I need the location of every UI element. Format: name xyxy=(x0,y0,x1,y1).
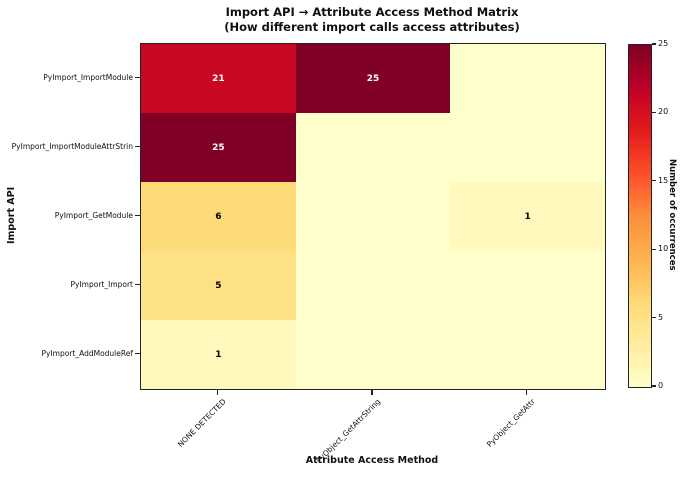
y-tick-label: PyImport_Import xyxy=(70,279,134,289)
colorbar-tick-label: 5 xyxy=(658,312,664,322)
cell-value: 25 xyxy=(212,142,225,153)
cell-value: 1 xyxy=(524,211,531,222)
x-tick-label: PyObject_GetAttr xyxy=(485,397,538,449)
chart-subtitle: (How different import calls access attri… xyxy=(224,19,520,34)
colorbar-tick-mark xyxy=(651,385,656,387)
heatmap-cell xyxy=(450,113,605,182)
colorbar-title: Number of occurrences xyxy=(667,159,677,271)
chart-title-block: Import API → Attribute Access Method Mat… xyxy=(115,5,629,35)
x-tick-label: NONE DETECTED xyxy=(175,397,228,449)
colorbar-tick-label: 15 xyxy=(658,175,669,185)
cell-value: 6 xyxy=(215,211,222,222)
x-tick-mark xyxy=(216,389,218,395)
heatmap-cell: 25 xyxy=(141,113,296,182)
y-tick-mark xyxy=(135,145,140,148)
heatmap-cell: 25 xyxy=(295,44,451,113)
heatmap-cell xyxy=(450,44,605,113)
heatmap-cell xyxy=(295,320,451,389)
colorbar-tick-label: 20 xyxy=(658,107,669,117)
heatmap-cell: 1 xyxy=(450,182,605,251)
y-tick-mark xyxy=(135,76,140,79)
colorbar-gradient xyxy=(629,45,651,387)
heatmap-cell xyxy=(295,251,451,320)
cell-value: 5 xyxy=(215,280,222,291)
y-tick-mark xyxy=(135,283,140,286)
colorbar-tick-mark xyxy=(651,317,656,319)
colorbar-tick-label: 0 xyxy=(658,381,664,390)
y-tick-label: PyImport_ImportModuleAttrStrin xyxy=(11,141,133,151)
cell-value: 25 xyxy=(366,73,380,84)
y-tick-label: PyImport_ImportModule xyxy=(43,72,133,82)
colorbar xyxy=(628,44,652,388)
y-tick-label: PyImport_AddModuleRef xyxy=(41,348,133,358)
heatmap-cell: 6 xyxy=(141,182,296,251)
y-axis-title: Import API xyxy=(6,186,17,245)
x-tick-mark xyxy=(371,389,373,395)
colorbar-tick-label: 10 xyxy=(658,244,669,254)
heatmap-cell xyxy=(450,320,605,389)
colorbar-tick-mark xyxy=(651,180,656,182)
y-tick-mark xyxy=(135,214,140,217)
y-tick-label: PyImport_GetModule xyxy=(54,210,133,220)
cell-value: 1 xyxy=(215,349,222,360)
heatmap-cell xyxy=(295,182,451,251)
cell-value: 21 xyxy=(212,73,225,84)
colorbar-tick-mark xyxy=(651,111,656,113)
heatmap-plot-area: 21 25 25 6 1 5 1 xyxy=(140,43,606,390)
heatmap-cell xyxy=(450,251,605,320)
x-axis-title: Attribute Access Method xyxy=(305,455,439,466)
chart-title: Import API → Attribute Access Method Mat… xyxy=(225,5,519,19)
x-tick-mark xyxy=(526,389,528,395)
colorbar-tick-mark xyxy=(651,248,656,250)
heatmap-cell: 1 xyxy=(141,320,296,389)
heatmap-cell: 5 xyxy=(141,251,296,320)
heatmap-cell xyxy=(295,113,451,182)
y-tick-mark xyxy=(135,352,140,355)
colorbar-tick-mark xyxy=(651,43,656,45)
heatmap-cell: 21 xyxy=(141,44,296,113)
colorbar-tick-label: 25 xyxy=(658,39,669,48)
